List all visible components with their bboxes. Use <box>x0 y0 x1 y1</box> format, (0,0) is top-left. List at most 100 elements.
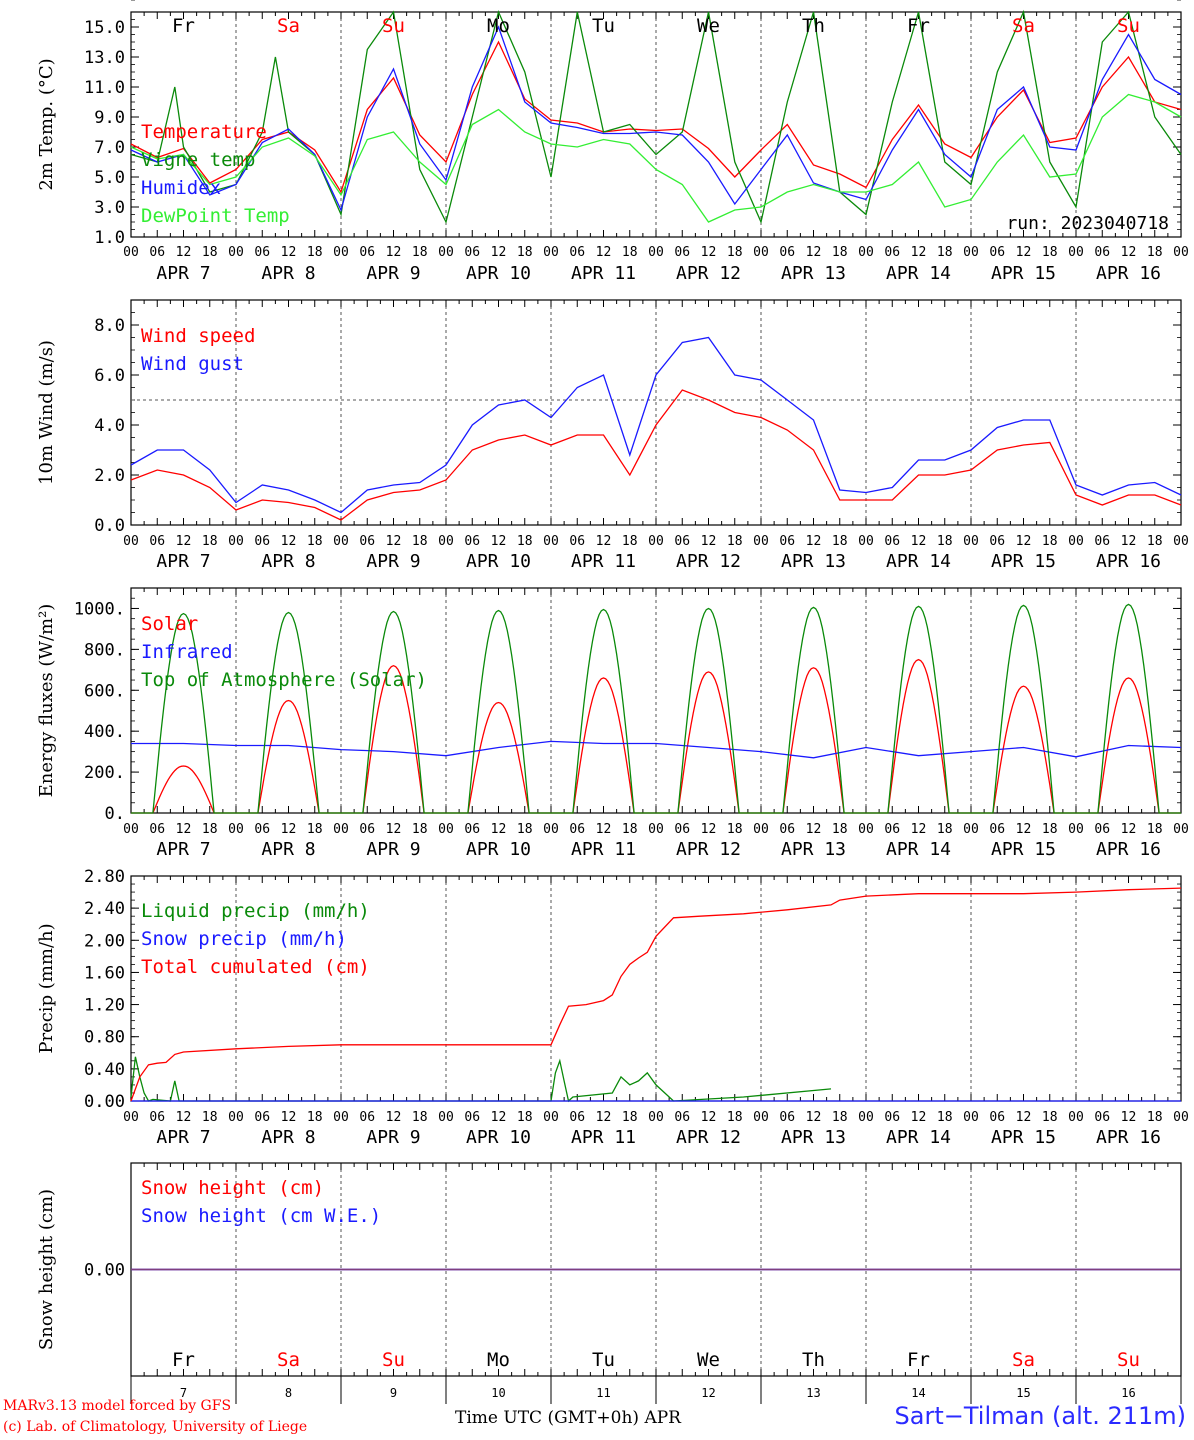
precip-y-tick-label: 1.60 <box>84 963 125 983</box>
temperature-hour-label: 06 <box>569 245 585 260</box>
energy-hour-label: 06 <box>149 822 165 837</box>
energy-hour-label: 12 <box>701 822 717 837</box>
day-abbrev-top: Mo <box>487 15 510 37</box>
day-number: 14 <box>911 1386 925 1400</box>
temperature-hour-label: 06 <box>464 245 480 260</box>
wind-date-label: APR 8 <box>261 551 315 572</box>
energy-series-line <box>131 740 1182 759</box>
temperature-date-label: APR 16 <box>1096 263 1161 284</box>
temperature-y-tick-label: 5.0 <box>94 168 125 188</box>
precip-hour-label: 12 <box>911 1110 927 1125</box>
wind-hour-label: 06 <box>569 534 585 549</box>
snow-y-axis-label: Snow height (cm) <box>36 1189 57 1350</box>
energy-date-label: APR 9 <box>366 839 420 860</box>
energy-hour-label: 12 <box>911 822 927 837</box>
precip-hour-label: 12 <box>701 1110 717 1125</box>
precip-date-label: APR 13 <box>781 1127 846 1148</box>
temperature-hour-label: 06 <box>254 245 270 260</box>
wind-hour-label: 12 <box>596 534 612 549</box>
precip-date-label: APR 7 <box>156 1127 210 1148</box>
temperature-legend-1: Vigne temp <box>141 149 255 171</box>
wind-hour-label: 18 <box>307 534 323 549</box>
temperature-hour-label: 18 <box>202 245 218 260</box>
precip-hour-label: 18 <box>937 1110 953 1125</box>
energy-legend-2: Top of Atmosphere (Solar) <box>141 669 427 691</box>
temperature-date-label: APR 8 <box>261 263 315 284</box>
energy-y-tick-label: 200. <box>84 763 125 783</box>
energy-hour-label: 06 <box>1094 822 1110 837</box>
energy-hour-label: 12 <box>1016 822 1032 837</box>
energy-date-label: APR 12 <box>676 839 741 860</box>
wind-hour-label: 06 <box>989 534 1005 549</box>
day-abbrev-top: We <box>697 15 720 37</box>
temperature-date-label: APR 14 <box>886 263 951 284</box>
precip-hour-label: 06 <box>1094 1110 1110 1125</box>
precip-date-label: APR 9 <box>366 1127 420 1148</box>
snow-legend-1: Snow height (cm W.E.) <box>141 1205 381 1227</box>
day-abbrev-top: Fr <box>172 15 195 37</box>
temperature-hour-label: 00 <box>1173 245 1189 260</box>
temperature-y-tick-label: 3.0 <box>94 198 125 218</box>
precip-hour-label: 18 <box>727 1110 743 1125</box>
day-abbrev-bottom: Su <box>1117 1349 1140 1371</box>
precip-hour-label: 12 <box>806 1110 822 1125</box>
wind-hour-label: 00 <box>1173 534 1189 549</box>
energy-hour-label: 18 <box>1147 822 1163 837</box>
temperature-hour-label: 00 <box>753 245 769 260</box>
day-abbrev-bottom: We <box>697 1349 720 1371</box>
energy-hour-label: 00 <box>543 822 559 837</box>
precip-hour-label: 00 <box>963 1110 979 1125</box>
energy-hour-label: 00 <box>753 822 769 837</box>
temperature-hour-label: 12 <box>701 245 717 260</box>
day-abbrev-bottom: Mo <box>487 1349 510 1371</box>
temperature-hour-label: 06 <box>359 245 375 260</box>
precip-hour-label: 00 <box>543 1110 559 1125</box>
footer-lab-credit: (c) Lab. of Climatology, University of L… <box>3 1419 308 1435</box>
wind-y-tick-label: 2.0 <box>94 466 125 486</box>
precip-legend-1: Snow precip (mm/h) <box>141 928 347 950</box>
energy-y-tick-label: 600. <box>84 681 125 701</box>
wind-y-tick-label: 0.0 <box>94 516 125 536</box>
wind-hour-label: 00 <box>543 534 559 549</box>
temperature-y-axis-label: 2m Temp. (°C) <box>36 58 57 190</box>
precip-hour-label: 18 <box>202 1110 218 1125</box>
temperature-series-line <box>130 93 1182 223</box>
day-number: 9 <box>390 1386 397 1400</box>
energy-hour-label: 06 <box>359 822 375 837</box>
wind-hour-label: 12 <box>701 534 717 549</box>
energy-hour-label: 18 <box>412 822 428 837</box>
wind-date-label: APR 15 <box>991 551 1056 572</box>
wind-frame <box>130 299 1182 526</box>
temperature-hour-label: 12 <box>386 245 402 260</box>
precip-hour-label: 06 <box>569 1110 585 1125</box>
wind-date-label: APR 10 <box>466 551 531 572</box>
temperature-hour-label: 00 <box>228 245 244 260</box>
wind-hour-label: 06 <box>1094 534 1110 549</box>
wind-hour-label: 18 <box>727 534 743 549</box>
day-abbrev-top: Sa <box>1012 15 1035 37</box>
energy-date-label: APR 16 <box>1096 839 1161 860</box>
wind-hour-label: 12 <box>911 534 927 549</box>
precip-hour-label: 12 <box>596 1110 612 1125</box>
precip-hour-label: 00 <box>648 1110 664 1125</box>
wind-hour-label: 18 <box>412 534 428 549</box>
wind-hour-label: 00 <box>333 534 349 549</box>
precip-hour-label: 06 <box>359 1110 375 1125</box>
energy-y-tick-label: 1000. <box>74 599 125 619</box>
wind-series-line <box>130 336 1182 514</box>
energy-y-axis-label: Energy fluxes (W/m²) <box>36 604 57 798</box>
precip-hour-label: 00 <box>228 1110 244 1125</box>
energy-hour-label: 12 <box>281 822 297 837</box>
wind-hour-label: 18 <box>1147 534 1163 549</box>
precip-hour-label: 12 <box>281 1110 297 1125</box>
temperature-hour-label: 18 <box>622 245 638 260</box>
temperature-y-tick-label: 11.0 <box>84 78 125 98</box>
precip-hour-label: 06 <box>254 1110 270 1125</box>
wind-hour-label: 06 <box>254 534 270 549</box>
wind-y-axis-label: 10m Wind (m/s) <box>36 340 57 485</box>
day-abbrev-bottom: Sa <box>1012 1349 1035 1371</box>
wind-hour-label: 18 <box>517 534 533 549</box>
wind-date-label: APR 14 <box>886 551 951 572</box>
run-label: run: 2023040718 <box>1006 213 1169 234</box>
wind-legend-1: Wind gust <box>141 353 244 375</box>
